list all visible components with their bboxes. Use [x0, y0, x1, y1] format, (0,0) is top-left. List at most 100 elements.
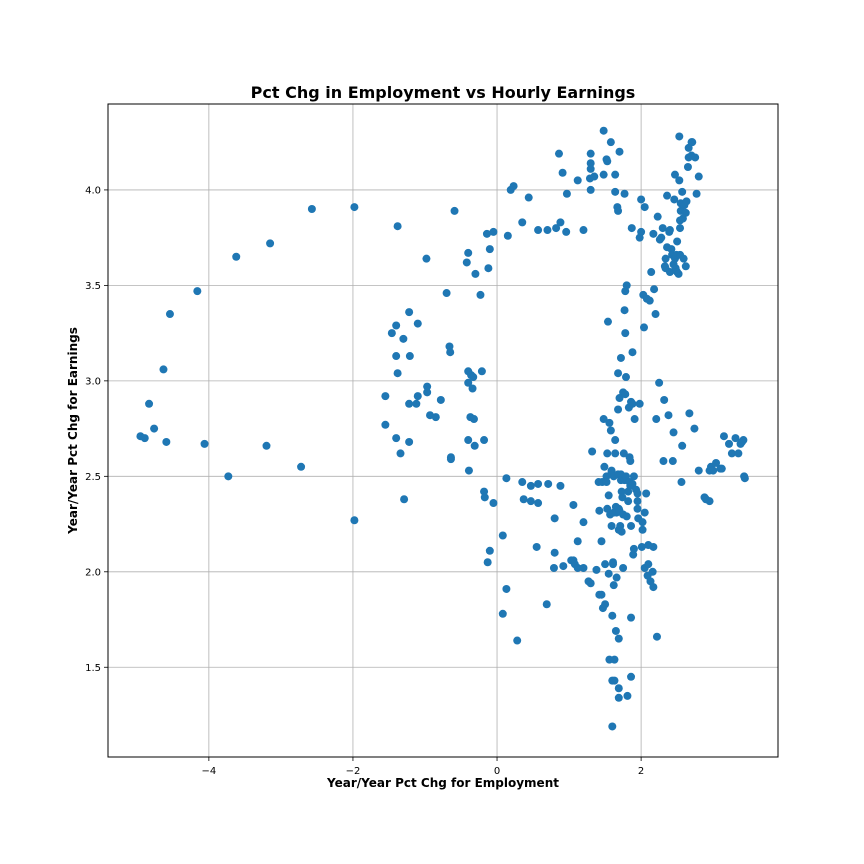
data-point [393, 222, 402, 231]
data-point [678, 187, 687, 196]
data-point [668, 457, 677, 466]
data-point [674, 269, 683, 278]
y-tick-label: 2.0 [85, 567, 101, 578]
data-point [627, 672, 636, 681]
chart-title: Pct Chg in Employment vs Hourly Earnings [251, 83, 636, 102]
data-point [471, 269, 480, 278]
data-point [503, 231, 512, 240]
y-tick-label: 1.5 [85, 663, 101, 674]
data-point [615, 147, 624, 156]
data-point [562, 189, 571, 198]
data-point [393, 369, 402, 378]
data-point [638, 518, 647, 527]
data-point [266, 239, 275, 248]
data-point [601, 560, 610, 569]
data-point [436, 395, 445, 404]
data-point [392, 434, 401, 443]
data-point [681, 262, 690, 271]
data-point [468, 384, 477, 393]
data-point [470, 441, 479, 450]
data-point [603, 449, 612, 458]
data-point [635, 399, 644, 408]
data-point [739, 436, 748, 445]
data-point [464, 436, 473, 445]
data-point [731, 434, 740, 443]
data-point [683, 163, 692, 172]
data-point [586, 149, 595, 158]
data-point [502, 474, 511, 483]
data-point [649, 229, 658, 238]
data-point [664, 411, 673, 420]
data-point [619, 563, 628, 572]
data-point [431, 413, 440, 422]
data-point [630, 415, 639, 424]
data-point [544, 479, 553, 488]
data-point [569, 500, 578, 509]
data-point [590, 172, 599, 181]
data-point [464, 466, 473, 475]
data-point [617, 527, 626, 536]
data-point [483, 558, 492, 567]
data-point [586, 185, 595, 194]
data-point [740, 474, 749, 483]
data-point [657, 233, 666, 242]
data-point [392, 352, 401, 361]
data-point [637, 542, 646, 551]
data-point [614, 206, 623, 215]
data-point [262, 441, 271, 450]
data-point [609, 581, 618, 590]
data-point [628, 479, 637, 488]
data-point [677, 478, 686, 487]
data-point [603, 157, 612, 166]
data-point [610, 655, 619, 664]
data-point [413, 392, 422, 401]
data-point [600, 462, 609, 471]
plot-frame [107, 103, 779, 758]
data-point [297, 462, 306, 471]
data-point [145, 399, 154, 408]
data-point [611, 170, 620, 179]
x-tick-label: −4 [201, 766, 216, 777]
data-point [518, 218, 527, 227]
data-point [224, 472, 233, 481]
data-point [558, 168, 567, 177]
data-point [480, 436, 489, 445]
data-point [556, 481, 565, 490]
data-point [652, 632, 661, 641]
data-point [673, 237, 682, 246]
data-point [526, 481, 535, 490]
data-point [614, 405, 623, 414]
data-point [422, 254, 431, 263]
data-point [614, 369, 623, 378]
data-point [669, 428, 678, 437]
data-point [694, 172, 703, 181]
data-point [476, 290, 485, 299]
data-point [679, 254, 688, 263]
data-point [621, 472, 630, 481]
data-point [573, 563, 582, 572]
data-point [442, 289, 451, 298]
data-point [562, 227, 571, 236]
data-point [621, 390, 630, 399]
data-points [136, 126, 749, 731]
data-point [381, 392, 390, 401]
data-point [633, 504, 642, 513]
data-point [526, 497, 535, 506]
y-tick-label: 3.0 [85, 376, 101, 387]
data-point [601, 600, 610, 609]
data-point [614, 634, 623, 643]
data-point [685, 409, 694, 418]
data-point [690, 424, 699, 433]
data-point [612, 573, 621, 582]
data-point [599, 126, 608, 135]
data-point [519, 495, 528, 504]
data-point [637, 195, 646, 204]
data-point [450, 206, 459, 215]
data-point [307, 205, 316, 214]
data-point [542, 600, 551, 609]
data-point [482, 229, 491, 238]
data-point [412, 399, 421, 408]
data-point [606, 138, 615, 147]
data-point [193, 287, 202, 296]
data-point [579, 226, 588, 235]
